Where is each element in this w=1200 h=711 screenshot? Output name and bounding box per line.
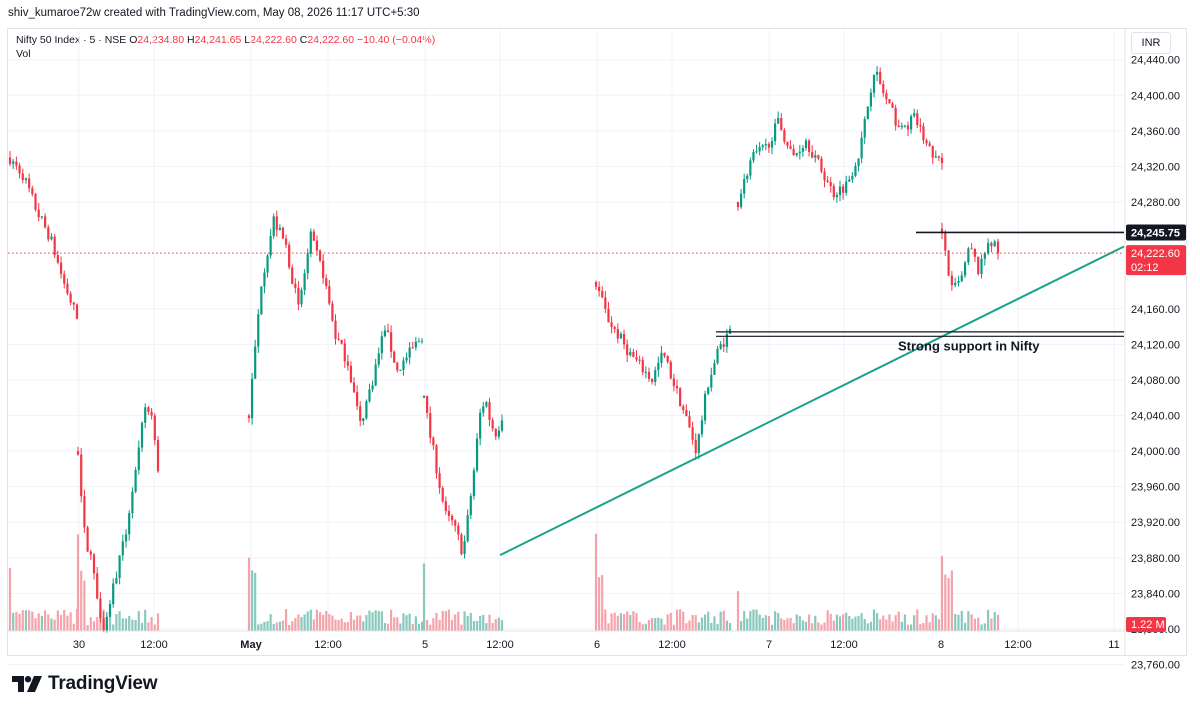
tradingview-wordmark: TradingView [48, 673, 158, 694]
change-value: −10.40 (−0.04%) [356, 34, 436, 46]
high-label: H [187, 34, 195, 46]
low-value: 24,222.60 [250, 34, 297, 46]
ohlc-legend: Nifty 50 Index · 5 · NSE O24,234.80 H24,… [16, 33, 435, 61]
volume-label: Vol [16, 48, 31, 60]
tradingview-logo[interactable]: TradingView [12, 673, 158, 695]
currency-button[interactable]: INR [1131, 32, 1171, 54]
tradingview-logo-icon [12, 676, 42, 692]
low-label: L [244, 34, 251, 46]
close-label: C [299, 34, 308, 46]
price-tick-label: 23,760.00 [1131, 660, 1180, 672]
open-label: O [129, 34, 138, 46]
high-value: 24,241.65 [194, 34, 242, 46]
close-value: 24,222.60 [307, 34, 355, 46]
chart-panel-border [7, 28, 1187, 656]
open-value: 24,234.80 [137, 34, 185, 46]
chart-credit: shiv_kumaroe72w created with TradingView… [8, 7, 420, 19]
symbol-label: Nifty 50 Index · 5 · NSE [16, 34, 127, 46]
